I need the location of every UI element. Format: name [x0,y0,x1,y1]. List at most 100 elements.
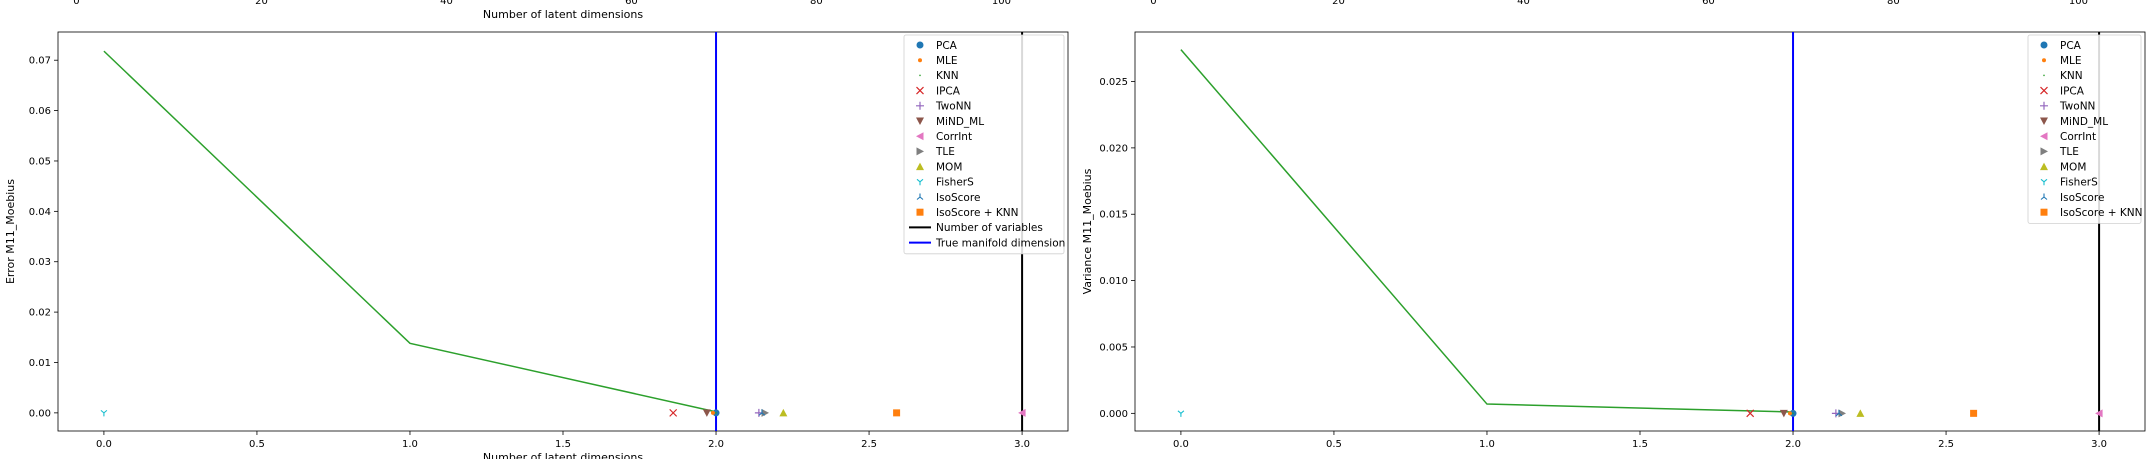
y-tick-label: 0.07 [29,56,51,67]
legend-box [2027,34,2142,224]
legend-marker-ipca [2040,86,2048,95]
y-tick-label: 0.020 [1099,143,1128,154]
legend-label: PCA [2060,40,2082,52]
y-tick-label: 0.06 [29,106,51,117]
y-tick-label: 0.000 [1099,409,1128,420]
point-corrint [2095,409,2103,418]
top-tick-label: 40 [440,0,453,7]
legend-label: TLE [2059,146,2079,158]
top-tick-label: 80 [810,0,823,7]
legend-marker-knn [919,74,921,77]
top-tick-label: 0 [1150,0,1156,7]
legend-marker-corrint [916,132,924,141]
point-tle [1838,409,1846,418]
y-tick-label: 0.005 [1099,342,1128,353]
point-mom [779,408,788,417]
legend-marker-mind-ml [916,117,924,125]
y-tick-label: 0.03 [29,257,51,268]
legend-label: MLE [2060,55,2082,67]
series-line [1180,49,1794,413]
legend-marker-tle [2040,147,2048,156]
legend-marker-isoscore [2040,193,2048,200]
point-mle [710,410,715,415]
legend-marker-mom [2040,162,2048,171]
legend-label: FisherS [936,177,974,189]
point-mle [1787,411,1792,416]
point-isoscore-knn [1970,409,1978,417]
x-tick-label: 2.0 [708,439,724,450]
top-tick-label: 100 [2069,0,2088,7]
legend-marker-twonn [916,101,924,110]
y-tick-label: 0.05 [29,156,51,167]
point-ipca [669,408,678,417]
legend-marker-pca [916,41,924,49]
legend-marker-twonn [2040,101,2048,110]
x-tick-label: 0.0 [96,439,112,450]
x-tick-label: 1.0 [402,439,418,450]
legend-marker-ipca [916,86,924,95]
legend-marker-isoscore-knn [916,208,924,216]
x-axis: 0.0 0.5 1.0 1.5 2.0 2.5 3.0 Number of latent di… [96,431,1030,459]
legend-label: MiND_ML [2060,116,2108,128]
legend-marker-mle [2042,58,2046,63]
point-fishers [100,409,108,417]
legend-label: KNN [936,70,959,82]
legend-marker-pca [2040,41,2048,49]
point-knn [715,412,717,414]
top-tick-label: 60 [625,0,638,7]
x-tick-label: 1.0 [1479,439,1495,450]
x-tick-label: 1.5 [555,439,571,450]
legend-marker-fishers [916,178,924,186]
point-fishers [1177,410,1185,417]
point-mind-ml [1779,409,1788,418]
legend-box [903,34,1065,255]
legend-marker-mle [918,58,922,63]
y-tick-label: 0.04 [29,207,51,218]
point-tle [761,408,769,417]
legend-label: MiND_ML [936,116,984,128]
legend-marker-isoscore-knn [2040,208,2048,216]
legend-label: MOM [936,161,962,173]
legend-label: IPCA [2060,85,2085,97]
top-axis: 0 20 40 60 80 100 [1150,0,2088,7]
point-mind-ml [702,409,711,417]
plot-frame [1134,31,2146,432]
legend-label: TwoNN [935,101,971,113]
top-tick-label: 100 [992,0,1011,7]
top-axis: 0 20 40 60 80 100 Number of latent dimensions [73,0,1011,21]
y-tick-label: 0.02 [29,308,51,319]
series-line [103,50,717,413]
legend-label: IsoScore + KNN [2060,207,2142,219]
legend-label: IsoScore + KNN [936,207,1018,219]
y-tick-label: 0.025 [1099,77,1128,88]
legend-marker-knn [2043,74,2045,77]
legend-label: IPCA [936,85,961,97]
point-isoscore [758,409,766,416]
x-tick-label: 3.0 [2091,439,2107,450]
point-ipca [1746,409,1755,418]
x-tick-label: 3.0 [1014,439,1030,450]
legend-marker-mind-ml [2040,117,2048,125]
x-axis: 0.0 0.5 1.0 1.5 2.0 2.5 3.0 [1173,431,2107,450]
y-axis-label: Error M11_Moebius [4,179,17,284]
x-tick-label: 2.5 [1938,439,1954,450]
legend-marker-corrint [2040,132,2048,141]
legend-label: IsoScore [2060,192,2104,204]
y-axis-label: Variance M11_Moebius [1081,168,1094,294]
x-tick-label: 0.5 [1326,439,1342,450]
top-tick-label: 60 [1702,0,1715,7]
legend: PCA MLE KNN IPCA TwoNN MiND_ML CorrInt TLE MOM Fi… [903,34,1065,255]
legend-label: MLE [936,55,958,67]
top-tick-label: 0 [73,0,79,7]
x-tick-label: 0.0 [1173,439,1189,450]
x-axis-label: Number of latent dimensions [483,451,643,459]
legend-label: IsoScore [936,192,980,204]
legend-label: Number of variables [936,222,1043,234]
top-tick-label: 40 [1517,0,1530,7]
legend-label: KNN [2060,70,2083,82]
x-tick-label: 1.5 [1632,439,1648,450]
legend-label: MOM [2060,161,2086,173]
